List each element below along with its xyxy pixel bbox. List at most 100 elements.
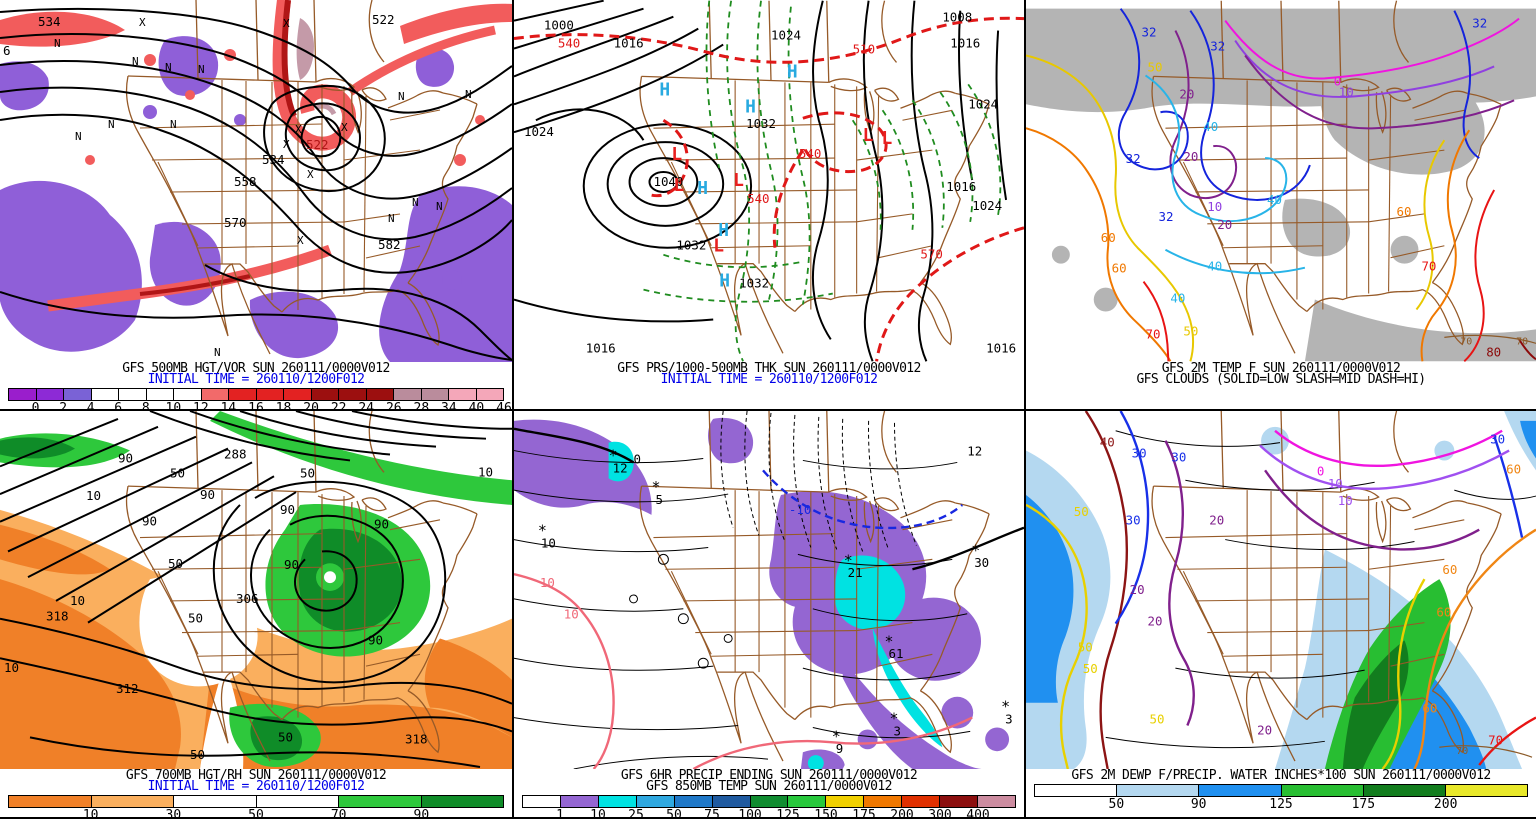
svg-text:0: 0 — [634, 451, 641, 466]
colorbar-relative-humidity: 10 30 50 70 90 — [8, 795, 504, 819]
svg-text:90: 90 — [374, 517, 389, 532]
svg-text:30: 30 — [1490, 432, 1505, 447]
caption-500mb: GFS 500MB HGT/VOR SUN 260111/0000V012 IN… — [0, 361, 512, 386]
svg-text:1016: 1016 — [950, 36, 980, 51]
svg-text:60: 60 — [1442, 562, 1457, 577]
svg-text:1016: 1016 — [946, 179, 976, 194]
svg-text:10: 10 — [541, 536, 556, 551]
svg-text:H: H — [787, 61, 798, 82]
svg-text:50: 50 — [168, 556, 183, 571]
svg-text:30: 30 — [974, 555, 989, 570]
svg-text:1032: 1032 — [676, 238, 706, 253]
svg-text:70: 70 — [1421, 259, 1436, 274]
svg-text:522: 522 — [306, 137, 329, 152]
mslp-thickness-map: 1000 1016 1024 1024 1032 1040 1032 1032 1016 1008… — [514, 0, 1024, 362]
svg-text:0: 0 — [1317, 463, 1324, 478]
svg-text:40: 40 — [1203, 119, 1218, 134]
svg-text:1032: 1032 — [739, 276, 769, 291]
svg-text:70: 70 — [1460, 336, 1472, 347]
svg-text:-10: -10 — [789, 502, 811, 517]
svg-text:60: 60 — [1436, 605, 1451, 620]
svg-text:3: 3 — [894, 723, 901, 738]
caption-line-1: GFS 6HR PRECIP ENDING SUN 260111/0000V01… — [620, 768, 918, 783]
svg-text:*: * — [890, 710, 899, 728]
svg-text:40: 40 — [1100, 435, 1115, 450]
svg-text:0: 0 — [1334, 73, 1342, 88]
svg-text:X: X — [295, 123, 302, 136]
svg-text:540: 540 — [558, 36, 580, 51]
svg-text:1016: 1016 — [614, 36, 644, 51]
svg-text:*: * — [538, 522, 547, 540]
svg-text:N: N — [436, 200, 443, 213]
svg-text:10: 10 — [1207, 199, 1222, 214]
svg-text:540: 540 — [799, 146, 821, 161]
svg-text:32: 32 — [1210, 39, 1225, 54]
svg-text:L: L — [733, 170, 744, 191]
caption-700mb: GFS 700MB HGT/RH SUN 260111/0000V012 INI… — [0, 768, 512, 793]
svg-text:60: 60 — [1112, 261, 1127, 276]
svg-text:20: 20 — [1257, 722, 1272, 737]
caption-mslp: GFS PRS/1000-500MB THK SUN 260111/0000V0… — [514, 362, 1024, 387]
bottom-border — [0, 817, 1536, 819]
svg-text:50: 50 — [1183, 323, 1198, 338]
svg-text:40: 40 — [1207, 259, 1222, 274]
svg-text:510: 510 — [853, 42, 875, 57]
svg-text:1016: 1016 — [986, 340, 1016, 355]
svg-text:60: 60 — [1397, 204, 1412, 219]
svg-text:*: * — [832, 727, 841, 745]
svg-text:70: 70 — [1488, 732, 1503, 747]
svg-text:N: N — [75, 130, 82, 143]
svg-text:N: N — [398, 90, 405, 103]
svg-text:*: * — [844, 551, 853, 569]
svg-text:10: 10 — [1328, 476, 1343, 491]
svg-text:X: X — [283, 138, 290, 151]
panel-2m-dewp-pwat: 40 30 30 30 30 50 50 50 50 60 60 60 60 0 10 10 20 20 20 20 7… — [1024, 409, 1536, 819]
caption-line-2-initial-time: INITIAL TIME = 260110/1200F012 — [660, 372, 878, 387]
svg-text:534: 534 — [38, 14, 61, 29]
svg-text:1008: 1008 — [942, 10, 972, 25]
svg-text:9: 9 — [836, 741, 843, 756]
colorbar-precip: 1 10 25 50 75 100 125 150 175 200 300 400 — [522, 795, 1016, 819]
svg-text:10: 10 — [86, 488, 101, 503]
panel-6hr-precip-850temp: 12 0 -10 10 10 * 12 * 5 * 10 * 21 * 61 * 30 * 9 * 3 * 3 GFS 6H… — [512, 409, 1024, 819]
svg-text:50: 50 — [190, 747, 205, 762]
svg-text:318: 318 — [405, 731, 428, 746]
svg-text:1024: 1024 — [972, 198, 1002, 213]
svg-text:N: N — [108, 118, 115, 131]
svg-text:20: 20 — [1217, 217, 1232, 232]
svg-text:1024: 1024 — [968, 96, 998, 111]
svg-text:1032: 1032 — [746, 116, 776, 131]
panel-700mb-hgt-rh: 288 318 312 306 318 10 10 10 10 50 50 50 50 50 50 90 90 9… — [0, 409, 512, 819]
svg-text:50: 50 — [1074, 504, 1089, 519]
svg-text:540: 540 — [747, 191, 769, 206]
caption-line-1: GFS 700MB HGT/RH SUN 260111/0000V012 — [125, 768, 387, 783]
svg-text:570: 570 — [224, 215, 247, 230]
svg-text:10: 10 — [478, 464, 493, 479]
caption-line-1: GFS 500MB HGT/VOR SUN 260111/0000V012 — [122, 361, 390, 376]
svg-text:*: * — [609, 446, 618, 464]
svg-text:H: H — [718, 220, 729, 241]
svg-text:L: L — [882, 128, 893, 149]
svg-text:10: 10 — [1338, 493, 1353, 508]
svg-text:1000: 1000 — [544, 18, 574, 33]
svg-text:X: X — [283, 17, 290, 30]
svg-text:90: 90 — [280, 502, 295, 517]
svg-text:N: N — [132, 55, 139, 68]
svg-text:60: 60 — [1101, 230, 1116, 245]
svg-text:32: 32 — [1472, 16, 1487, 31]
caption-line-2-clouds-legend: GFS CLOUDS (SOLID=LOW SLASH=MID DASH=HI) — [1136, 372, 1426, 387]
svg-text:50: 50 — [1083, 661, 1098, 676]
svg-text:90: 90 — [200, 487, 215, 502]
svg-text:20: 20 — [1148, 614, 1163, 629]
panel-2m-temp-clouds: 32 32 32 32 32 20 20 20 10 10 0 40 40 40 40 50 50 60 60 60 7… — [1024, 0, 1536, 409]
svg-text:318: 318 — [46, 609, 69, 624]
svg-text:X: X — [139, 16, 146, 29]
svg-text:*: * — [1001, 698, 1010, 716]
caption-line-2: GFS 850MB TEMP SUN 260111/0000V012 — [646, 779, 892, 794]
svg-text:32: 32 — [1142, 25, 1157, 40]
svg-text:1024: 1024 — [771, 28, 801, 43]
caption-line-1: GFS 2M DEWP F/PRECIP. WATER INCHES*100 S… — [1071, 768, 1491, 783]
svg-text:L: L — [673, 175, 684, 196]
